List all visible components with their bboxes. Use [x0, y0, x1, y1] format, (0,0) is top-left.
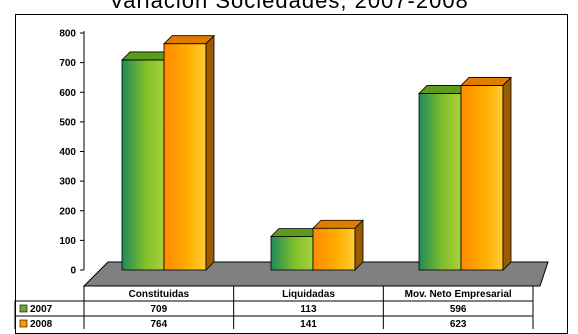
- data-cell: 596: [450, 304, 467, 315]
- legend-label: 2007: [30, 304, 53, 315]
- y-tick-label: 200: [59, 206, 76, 217]
- bar-top-2008-2: [460, 77, 512, 86]
- bar-2007-1: [270, 236, 314, 271]
- category-label: Mov. Neto Empresarial: [405, 289, 512, 300]
- legend-swatch: [19, 319, 28, 328]
- y-tick-label: 800: [59, 29, 76, 40]
- bar-2007-2: [418, 93, 462, 271]
- legend-label: 2008: [30, 319, 53, 329]
- y-tick-label: 300: [59, 177, 76, 188]
- y-tick-label: 0: [70, 266, 76, 277]
- bar-side-2008-2: [502, 76, 512, 271]
- bar-top-2008-1: [312, 219, 364, 229]
- y-tick-label: 700: [59, 58, 76, 69]
- bar-side-2008-0: [205, 34, 215, 271]
- y-tick-label: 400: [59, 147, 76, 158]
- bar-2008-1: [312, 227, 356, 271]
- data-cell: 113: [300, 304, 317, 315]
- y-tick-label: 500: [59, 117, 76, 128]
- bar-top-2008-0: [163, 35, 215, 45]
- chart-title: Variación Sociedades, 2007-2008: [109, 0, 469, 13]
- category-label: Constituidas: [129, 289, 190, 300]
- table-row: [14, 315, 534, 329]
- bar-2008-0: [163, 43, 207, 271]
- bar-side-2008-1: [354, 219, 364, 271]
- data-cell: 709: [150, 304, 167, 315]
- data-cell: 764: [150, 319, 167, 329]
- data-cell: 141: [300, 319, 317, 329]
- legend-swatch: [19, 304, 28, 313]
- bar-2007-0: [121, 59, 165, 271]
- data-cell: 623: [450, 319, 467, 329]
- category-label: Liquidadas: [282, 289, 335, 300]
- y-tick-label: 100: [59, 236, 76, 247]
- bar-2008-2: [460, 85, 504, 271]
- y-tick-label: 600: [59, 88, 76, 99]
